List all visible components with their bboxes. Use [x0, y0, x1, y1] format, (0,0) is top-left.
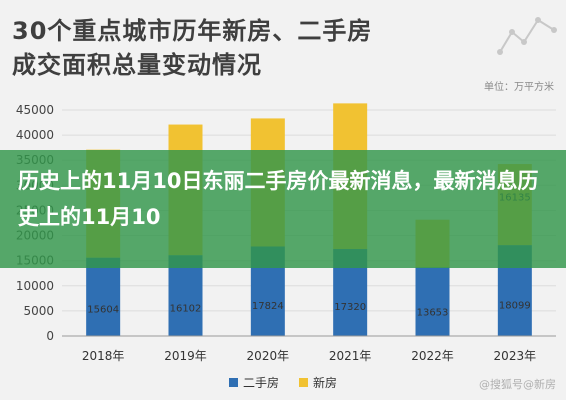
legend-label-second-hand: 二手房	[242, 376, 279, 390]
x-tick-label: 2018年	[82, 349, 125, 363]
data-label: 18099	[499, 301, 531, 312]
x-tick-label: 2020年	[247, 349, 290, 363]
legend: 二手房 新房	[0, 374, 566, 391]
y-tick-label: 5000	[23, 304, 54, 318]
data-label: 16102	[170, 304, 202, 315]
legend-swatch-new	[299, 378, 308, 387]
bar-second-hand	[168, 255, 203, 336]
data-label: 13653	[417, 307, 449, 318]
bar-second-hand	[415, 267, 450, 336]
bar-second-hand	[86, 257, 121, 336]
unit-label: 单位：万平方米	[484, 82, 554, 93]
x-tick-label: 2022年	[411, 349, 454, 363]
x-tick-label: 2023年	[494, 349, 537, 363]
data-label: 17824	[252, 301, 284, 312]
headline-overlay	[0, 150, 566, 268]
x-tick-label: 2019年	[164, 349, 207, 363]
line-chart-icon	[497, 17, 557, 55]
y-tick-label: 0	[46, 329, 54, 343]
watermark: @搜狐号@新房	[479, 378, 556, 391]
y-tick-label: 40000	[16, 128, 54, 142]
chart-title: 30个重点城市历年新房、二手房 成交面积总量变动情况	[12, 14, 372, 82]
data-label: 17320	[334, 302, 366, 313]
legend-label-new: 新房	[313, 376, 338, 390]
legend-item-new: 新房	[299, 374, 337, 391]
x-tick-label: 2021年	[329, 349, 372, 363]
data-label: 15604	[87, 304, 119, 315]
headline-text: 历史上的11月10日东丽二手房价最新消息，最新消息历史上的11月10	[18, 169, 539, 229]
title-line-1: 30个重点城市历年新房、二手房	[12, 17, 373, 45]
legend-swatch-second-hand	[228, 378, 238, 387]
y-tick-label: 45000	[16, 103, 54, 117]
y-tick-label: 10000	[16, 279, 54, 293]
title-line-2: 成交面积总量变动情况	[12, 51, 262, 79]
legend-item-second-hand: 二手房	[228, 374, 279, 391]
